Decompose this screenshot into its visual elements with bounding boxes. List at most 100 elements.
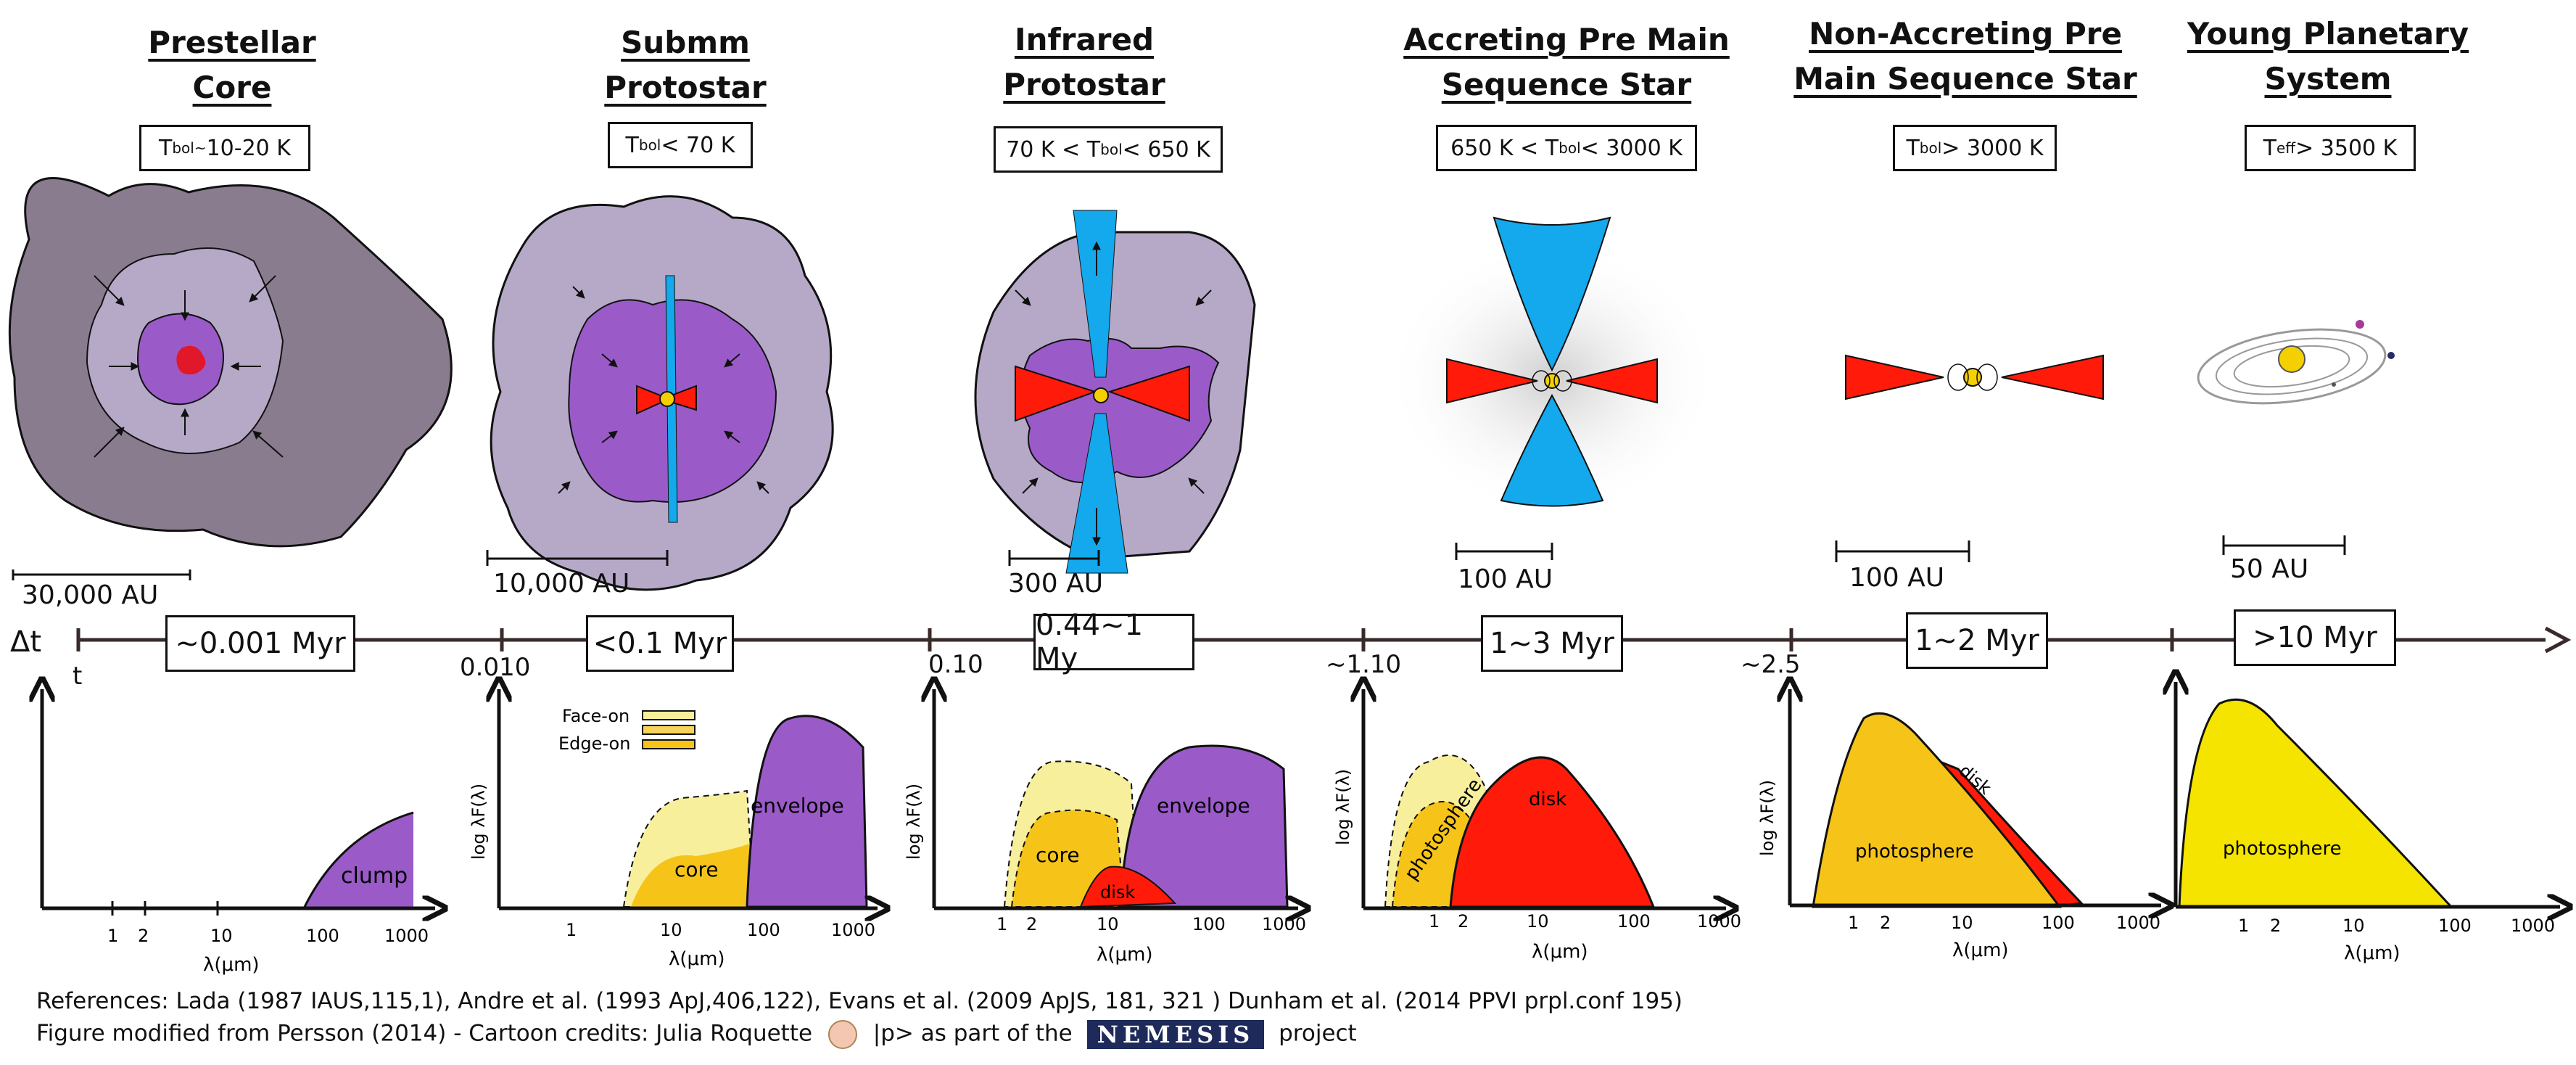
x-tick-label: 1000	[384, 926, 429, 946]
x-axis-label: λ(μm)	[1952, 939, 2009, 961]
x-tick-label: 1	[2238, 916, 2249, 936]
title-line: Protostar	[1003, 67, 1165, 102]
x-tick-label: 100	[2042, 913, 2075, 933]
x-axis-label: λ(μm)	[1097, 944, 1153, 966]
references-line-2: Figure modified from Persson (2014) - Ca…	[36, 1020, 1357, 1049]
accreting-pms-cartoon	[1385, 216, 1719, 515]
scale-bar	[486, 550, 669, 566]
x-tick-label: 10	[1951, 913, 1973, 933]
infrared-protostar-cartoon	[974, 210, 1256, 574]
envelope-sed	[1119, 744, 1289, 908]
temp-symbol: T	[2263, 135, 2276, 161]
x-axis-label: λ(μm)	[2344, 942, 2400, 964]
legend-label: Face-on	[562, 706, 629, 726]
y-axis-label: log λF(λ)	[904, 784, 924, 860]
credits-project: project	[1279, 1020, 1357, 1047]
x-tick-label: 10	[210, 926, 233, 946]
x-tick-label: 2	[1458, 911, 1469, 932]
legend-swatch-edge-on	[642, 739, 695, 749]
temp-symbol: T	[625, 132, 639, 158]
temp-subscript: bol	[638, 136, 661, 154]
x-tick-label: 100	[2438, 916, 2472, 936]
non-accreting-pms-cartoon	[1845, 354, 2104, 400]
x-tick-label: 100	[306, 926, 339, 946]
temp-value: > 3000 K	[1941, 135, 2044, 161]
infall-arrow	[94, 275, 125, 306]
infall-arrow	[252, 430, 284, 458]
delta-t-label: Δt	[10, 625, 42, 659]
disk	[1015, 365, 1098, 422]
credits-text: Figure modified from Persson (2014) - Ca…	[36, 1020, 813, 1047]
sed-label: core	[674, 858, 719, 881]
sed-plot-submm: Face-on Edge-on log λF(λ) envelope core …	[468, 689, 878, 970]
sed-plot-prestellar: clump 1 2 10 100 1000 λ(μm)	[42, 689, 435, 976]
x-tick-label: 1	[1848, 913, 1859, 933]
credits-handle: |p> as part of the	[872, 1020, 1073, 1047]
temp-prefix: 650 K < T	[1450, 135, 1559, 161]
duration-box: <0.1 Myr	[586, 615, 734, 672]
x-tick-label: 1	[996, 914, 1007, 934]
timeline-tick-label: ~1.10	[1326, 650, 1402, 679]
title-line: Prestellar	[148, 25, 316, 60]
temp-prefix: 70 K < T	[1006, 136, 1101, 163]
duration-box: 1~2 Myr	[1906, 612, 2048, 669]
magnetic-loop	[1947, 363, 1969, 391]
disk	[1566, 358, 1658, 404]
infall-arrow	[1195, 289, 1212, 306]
nemesis-logo[interactable]: NEMESIS	[1086, 1020, 1265, 1049]
disk-sed	[1449, 756, 1656, 908]
infall-arrow	[94, 427, 125, 458]
photosphere-sed	[1812, 712, 2063, 908]
stage-title-prestellar-core: Prestellar Core	[44, 20, 421, 110]
title-line: System	[2264, 61, 2392, 96]
x-axis-label: λ(μm)	[1532, 941, 1588, 963]
disk-sed	[1079, 865, 1177, 908]
envelope-sed	[746, 715, 868, 908]
clump-sed	[305, 813, 413, 907]
y-axis-label: log λF(λ)	[1757, 780, 1778, 856]
sed-plot-non-accreting: log λF(λ) photosphere disk 1 2 10 100 10…	[1757, 689, 2161, 961]
planetary-system-cartoon	[2197, 320, 2395, 405]
x-tick-label: 1	[107, 926, 118, 946]
sed-label: envelope	[1157, 794, 1250, 818]
temp-value: 10-20 K	[206, 135, 291, 161]
x-tick-label: 100	[1192, 914, 1226, 934]
temp-subscript: bol	[1559, 139, 1581, 157]
sed-label: photosphere	[1855, 841, 1974, 863]
temp-subscript: bol	[1100, 141, 1123, 158]
sed-label: envelope	[751, 794, 844, 818]
title-line: Protostar	[604, 70, 767, 105]
planet	[2356, 320, 2364, 329]
protostar	[1093, 387, 1109, 403]
title-line: Core	[192, 70, 272, 105]
stage-title-young-planetary: Young Planetary System	[2139, 12, 2517, 102]
duration-box: ~0.001 Myr	[165, 615, 355, 672]
sed-label: core	[1036, 843, 1080, 867]
prestellar-core-cartoon	[8, 177, 453, 548]
scale-label: 50 AU	[2230, 554, 2309, 584]
infall-arrow	[724, 353, 740, 368]
clump-outline	[303, 811, 414, 908]
submm-protostar-cartoon	[490, 195, 834, 591]
sed-label: disk	[1529, 789, 1566, 810]
sed-label: photosphere	[2223, 838, 2342, 860]
outflow-lobe-top	[1493, 216, 1611, 372]
orbit	[2215, 337, 2369, 395]
x-tick-label: 2	[1026, 914, 1037, 934]
title-line: Submm	[621, 25, 750, 60]
x-tick-label: 2	[138, 926, 149, 946]
x-tick-label: 1	[1429, 911, 1440, 932]
x-tick-label: 1000	[2511, 916, 2555, 936]
infall-arrow	[572, 286, 585, 299]
star	[2278, 345, 2305, 373]
infall-arrow	[601, 430, 618, 443]
scale-label: 10,000 AU	[493, 569, 630, 599]
disk	[1107, 365, 1190, 422]
title-line: Young Planetary	[2187, 16, 2469, 52]
orbit	[2197, 328, 2387, 405]
title-line: Non-Accreting Pre	[1809, 16, 2122, 52]
